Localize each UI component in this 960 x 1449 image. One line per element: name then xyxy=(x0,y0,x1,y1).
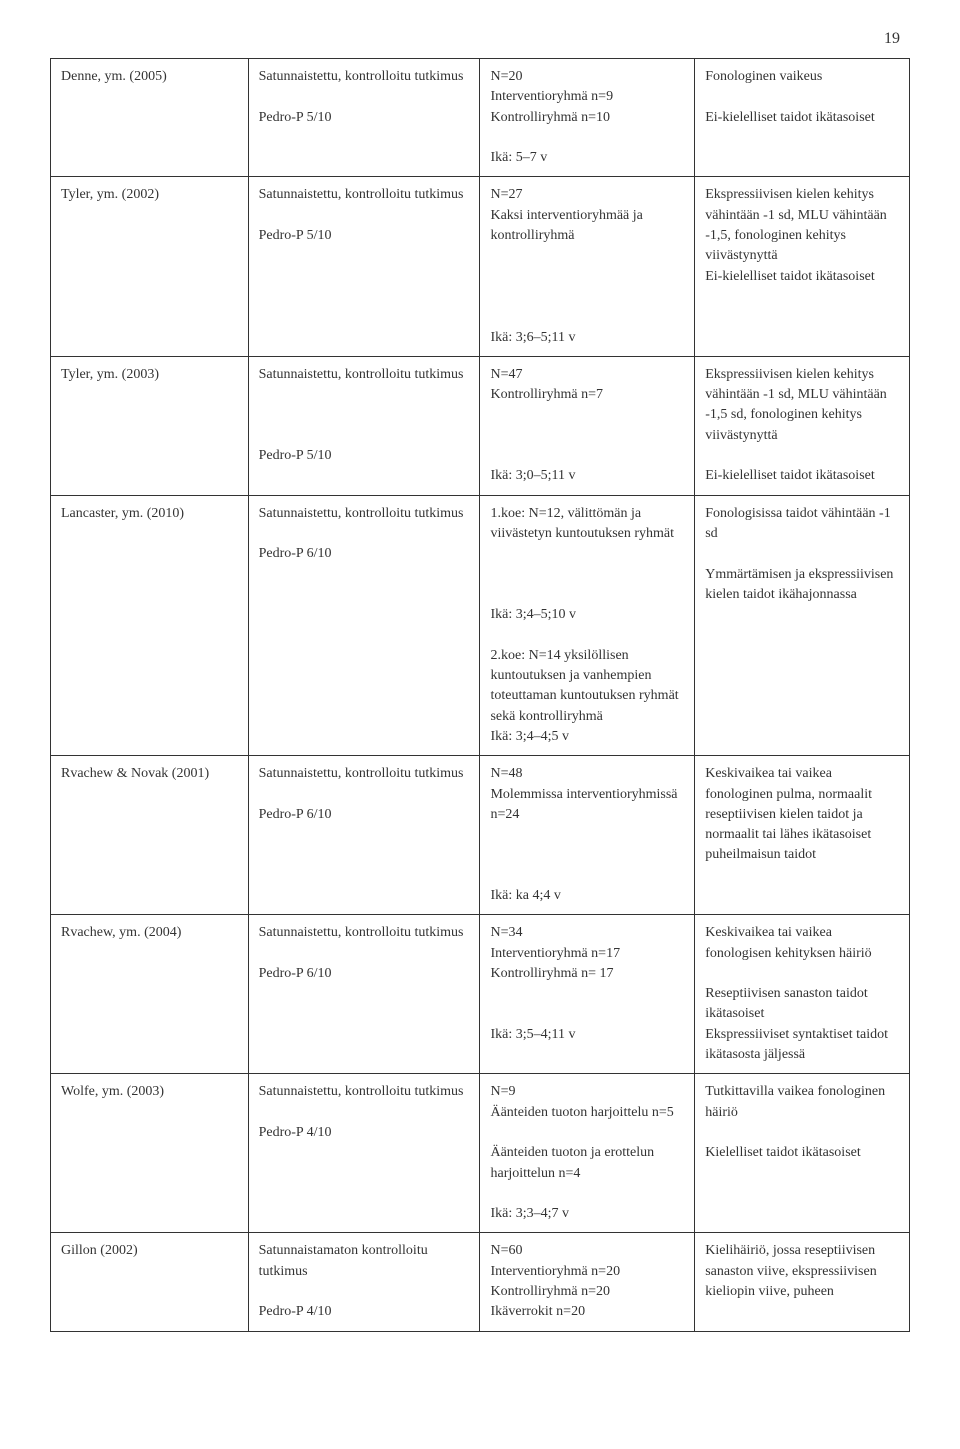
design-cell: Satunnaistettu, kontrolloitu tutkimus Pe… xyxy=(248,756,480,915)
design-cell: Satunnaistettu, kontrolloitu tutkimus Pe… xyxy=(248,495,480,756)
criteria-cell-text: Fonologisissa taidot vähintään -1 sd Ymm… xyxy=(705,506,893,602)
design-cell: Satunnaistettu, kontrolloitu tutkimus Pe… xyxy=(248,915,480,1074)
design-cell-text: Satunnaistettu, kontrolloitu tutkimus Pe… xyxy=(259,367,464,463)
sample-cell: N=47 Kontrolliryhmä n=7 Ikä: 3;0–5;11 v xyxy=(480,356,695,495)
criteria-cell: Keskivaikea tai vaikea fonologinen pulma… xyxy=(695,756,910,915)
sample-cell: N=27 Kaksi interventioryhmää ja kontroll… xyxy=(480,177,695,356)
criteria-cell-text: Keskivaikea tai vaikea fonologisen kehit… xyxy=(705,925,888,1062)
study-cell-text: Lancaster, ym. (2010) xyxy=(61,506,184,521)
study-cell: Denne, ym. (2005) xyxy=(51,59,249,177)
study-cell: Rvachew & Novak (2001) xyxy=(51,756,249,915)
design-cell: Satunnaistettu, kontrolloitu tutkimus Pe… xyxy=(248,177,480,356)
study-cell-text: Wolfe, ym. (2003) xyxy=(61,1084,164,1099)
sample-cell: N=9 Äänteiden tuoton harjoittelu n=5 Ään… xyxy=(480,1074,695,1233)
table-row: Rvachew, ym. (2004) Satunnaistettu, kontr… xyxy=(51,915,910,1074)
design-cell-text: Satunnaistettu, kontrolloitu tutkimus Pe… xyxy=(259,187,464,243)
design-cell-text: Satunnaistettu, kontrolloitu tutkimus Pe… xyxy=(259,766,464,822)
study-cell: Wolfe, ym. (2003) xyxy=(51,1074,249,1233)
criteria-cell-text: Fonologinen vaikeus Ei-kielelliset taido… xyxy=(705,69,875,125)
sample-cell: 1.koe: N=12, välittömän ja viivästetyn k… xyxy=(480,495,695,756)
sample-cell: N=60 Interventioryhmä n=20 Kontrolliryhm… xyxy=(480,1233,695,1331)
design-cell: Satunnaistettu, kontrolloitu tutkimus Pe… xyxy=(248,59,480,177)
study-cell-text: Gillon (2002) xyxy=(61,1243,138,1258)
table-row: Rvachew & Novak (2001) Satunnaistettu, ko… xyxy=(51,756,910,915)
design-cell-text: Satunnaistettu, kontrolloitu tutkimus Pe… xyxy=(259,1084,464,1140)
table-row: Tyler, ym. (2002) Satunnaistettu, kontrol… xyxy=(51,177,910,356)
study-cell: Tyler, ym. (2003) xyxy=(51,356,249,495)
criteria-cell: Tutkittavilla vaikea fonologinen häiriö … xyxy=(695,1074,910,1233)
design-cell: Satunnaistamaton kontrolloitu tutkimus P… xyxy=(248,1233,480,1331)
criteria-cell: Keskivaikea tai vaikea fonologisen kehit… xyxy=(695,915,910,1074)
study-cell-text: Denne, ym. (2005) xyxy=(61,69,167,84)
study-cell-text: Tyler, ym. (2003) xyxy=(61,367,159,382)
study-cell-text: Rvachew, ym. (2004) xyxy=(61,925,181,940)
criteria-cell: Ekspressiivisen kielen kehitys vähintään… xyxy=(695,356,910,495)
criteria-cell-text: Kielihäiriö, jossa reseptiivisen sanasto… xyxy=(705,1243,876,1299)
sample-cell: N=20 Interventioryhmä n=9 Kontrolliryhmä… xyxy=(480,59,695,177)
table-row: Tyler, ym. (2003) Satunnaistettu, kontrol… xyxy=(51,356,910,495)
sample-cell-text: N=47 Kontrolliryhmä n=7 Ikä: 3;0–5;11 v xyxy=(490,367,603,483)
criteria-cell: Kielihäiriö, jossa reseptiivisen sanasto… xyxy=(695,1233,910,1331)
sample-cell-text: N=34 Interventioryhmä n=17 Kontrolliryhm… xyxy=(490,925,620,1041)
study-cell: Tyler, ym. (2002) xyxy=(51,177,249,356)
criteria-cell-text: Tutkittavilla vaikea fonologinen häiriö … xyxy=(705,1084,885,1160)
sample-cell-text: N=60 Interventioryhmä n=20 Kontrolliryhm… xyxy=(490,1243,620,1319)
sample-cell-text: N=48 Molemmissa interventioryhmissä n=24… xyxy=(490,766,677,903)
criteria-cell-text: Ekspressiivisen kielen kehitys vähintään… xyxy=(705,187,887,283)
study-cell-text: Tyler, ym. (2002) xyxy=(61,187,159,202)
criteria-cell-text: Keskivaikea tai vaikea fonologinen pulma… xyxy=(705,766,872,862)
criteria-cell-text: Ekspressiivisen kielen kehitys vähintään… xyxy=(705,367,887,483)
page-number: 19 xyxy=(50,30,910,48)
study-cell: Gillon (2002) xyxy=(51,1233,249,1331)
study-cell: Lancaster, ym. (2010) xyxy=(51,495,249,756)
table-row: Denne, ym. (2005) Satunnaistettu, kontrol… xyxy=(51,59,910,177)
table-row: Lancaster, ym. (2010) Satunnaistettu, kon… xyxy=(51,495,910,756)
sample-cell-text: N=27 Kaksi interventioryhmää ja kontroll… xyxy=(490,187,642,344)
design-cell-text: Satunnaistettu, kontrolloitu tutkimus Pe… xyxy=(259,925,464,981)
design-cell-text: Satunnaistettu, kontrolloitu tutkimus Pe… xyxy=(259,506,464,562)
sample-cell-text: 1.koe: N=12, välittömän ja viivästetyn k… xyxy=(490,506,678,744)
table-row: Wolfe, ym. (2003) Satunnaistettu, kontrol… xyxy=(51,1074,910,1233)
design-cell-text: Satunnaistamaton kontrolloitu tutkimus P… xyxy=(259,1243,428,1319)
study-cell-text: Rvachew & Novak (2001) xyxy=(61,766,209,781)
criteria-cell: Ekspressiivisen kielen kehitys vähintään… xyxy=(695,177,910,356)
sample-cell: N=34 Interventioryhmä n=17 Kontrolliryhm… xyxy=(480,915,695,1074)
criteria-cell: Fonologisissa taidot vähintään -1 sd Ymm… xyxy=(695,495,910,756)
study-table: Denne, ym. (2005) Satunnaistettu, kontrol… xyxy=(50,58,910,1332)
design-cell: Satunnaistettu, kontrolloitu tutkimus Pe… xyxy=(248,1074,480,1233)
sample-cell-text: N=20 Interventioryhmä n=9 Kontrolliryhmä… xyxy=(490,69,613,165)
criteria-cell: Fonologinen vaikeus Ei-kielelliset taido… xyxy=(695,59,910,177)
design-cell: Satunnaistettu, kontrolloitu tutkimus Pe… xyxy=(248,356,480,495)
sample-cell: N=48 Molemmissa interventioryhmissä n=24… xyxy=(480,756,695,915)
study-cell: Rvachew, ym. (2004) xyxy=(51,915,249,1074)
table-row: Gillon (2002) Satunnaistamaton kontrolloi… xyxy=(51,1233,910,1331)
design-cell-text: Satunnaistettu, kontrolloitu tutkimus Pe… xyxy=(259,69,464,125)
sample-cell-text: N=9 Äänteiden tuoton harjoittelu n=5 Ään… xyxy=(490,1084,673,1221)
